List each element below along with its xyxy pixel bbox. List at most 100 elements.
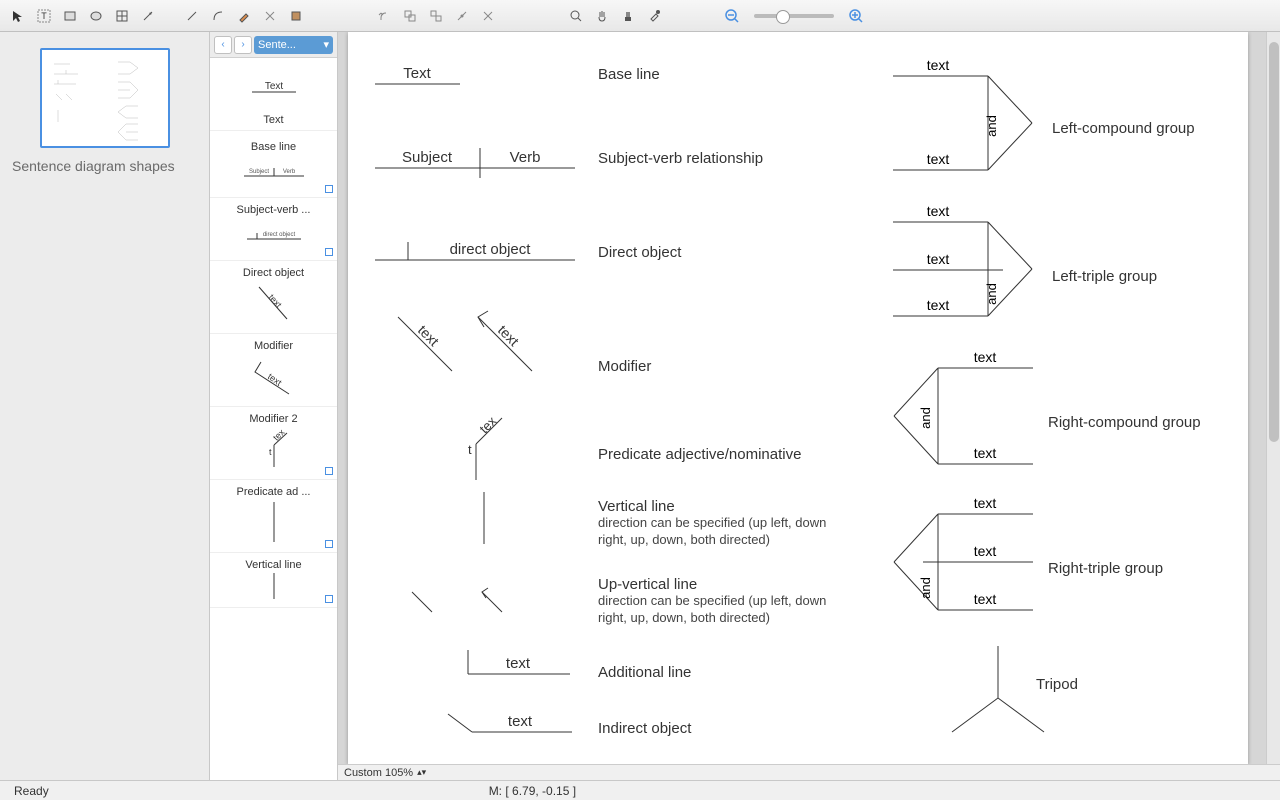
svg-text:text: text	[974, 591, 997, 607]
svg-text:text: text	[927, 151, 950, 167]
pen-tool[interactable]	[232, 4, 256, 28]
canvas-area: Text Base line SubjectVerb Subject-verb …	[338, 32, 1280, 780]
shape-righttriple[interactable]: text text text and	[888, 496, 1038, 636]
shape-indirect[interactable]: text	[442, 708, 582, 738]
zoom-out-icon[interactable]	[720, 4, 744, 28]
line-tool[interactable]	[180, 4, 204, 28]
status-bar: Ready M: [ 6.79, -0.15 ]	[0, 780, 1280, 800]
expand-icon	[325, 540, 333, 548]
svg-text:text: text	[265, 371, 283, 388]
svg-text:text: text	[508, 713, 533, 730]
page-title: Sentence diagram shapes	[8, 158, 201, 174]
svg-text:text: text	[927, 203, 950, 219]
stencil-item-vertical[interactable]: Vertical line	[210, 553, 337, 608]
label-rightcompound: Right-compound group	[1048, 414, 1201, 431]
stencil-header: ‹ › Sente... ▾	[210, 32, 337, 58]
label-lefttriple: Left-triple group	[1052, 268, 1157, 285]
label-indirect: Indirect object	[598, 720, 691, 737]
svg-text:text: text	[927, 57, 950, 73]
svg-text:tex: tex	[271, 427, 287, 443]
pan-tool[interactable]	[590, 4, 614, 28]
page-thumbnail[interactable]	[40, 48, 170, 148]
svg-text:t: t	[269, 447, 272, 457]
pages-panel: Sentence diagram shapes	[0, 32, 210, 780]
shape-subjectverb[interactable]: SubjectVerb	[370, 142, 580, 182]
ellipse-tool[interactable]	[84, 4, 108, 28]
shape-leftcompound[interactable]: text text and	[888, 56, 1038, 196]
svg-text:Text: Text	[264, 81, 283, 92]
shape-rightcompound[interactable]: text text and	[888, 348, 1038, 488]
undo-tool[interactable]	[372, 4, 396, 28]
stencil-item-modifier2[interactable]: Modifier 2 text	[210, 407, 337, 480]
svg-text:text: text	[927, 297, 950, 313]
stencil-item-directobject[interactable]: Direct object text	[210, 261, 337, 334]
align-tool[interactable]	[450, 4, 474, 28]
label-upvertical: Up-vertical line direction can be specif…	[598, 576, 838, 627]
stencil-selector-label: Sente...	[258, 39, 296, 51]
svg-text:Subject: Subject	[248, 169, 268, 175]
rect-tool[interactable]	[58, 4, 82, 28]
label-righttriple: Right-triple group	[1048, 560, 1163, 577]
select-tool[interactable]	[6, 4, 30, 28]
arrow-tool[interactable]	[136, 4, 160, 28]
svg-text:tex: tex	[476, 413, 499, 436]
label-directobject: Direct object	[598, 244, 681, 261]
stencil-next-button[interactable]: ›	[234, 36, 252, 54]
svg-text:text: text	[927, 251, 950, 267]
stencil-item-text[interactable]: Text Text	[210, 58, 337, 131]
shape-modifier[interactable]: text text	[388, 307, 568, 383]
svg-text:text: text	[415, 322, 442, 349]
svg-text:t: t	[468, 442, 472, 457]
shape-predicate[interactable]: text	[458, 410, 518, 486]
text-frame-tool[interactable]: T	[32, 4, 56, 28]
label-tripod: Tripod	[1036, 676, 1078, 693]
eyedropper-tool[interactable]	[642, 4, 666, 28]
zoom-level[interactable]: Custom 105%	[344, 767, 413, 779]
zoom-stepper-icon[interactable]: ▴▾	[417, 769, 426, 776]
table-tool[interactable]	[110, 4, 134, 28]
label-vertical: Vertical line direction can be specified…	[598, 498, 838, 549]
stencil-selector[interactable]: Sente... ▾	[254, 36, 333, 54]
svg-text:text: text	[974, 349, 997, 365]
dropdown-icon: ▾	[323, 38, 329, 51]
svg-text:text: text	[266, 292, 283, 310]
stencil-prev-button[interactable]: ‹	[214, 36, 232, 54]
shape-additional[interactable]: text	[460, 642, 580, 682]
shape-baseline[interactable]: Text	[370, 62, 550, 92]
zoom-tool[interactable]	[564, 4, 588, 28]
svg-text:Verb: Verb	[510, 149, 541, 166]
status-mouse: M: [ 6.79, -0.15 ]	[489, 784, 576, 798]
svg-text:text: text	[506, 655, 531, 672]
stencil-list: Text Text Base line SubjectVerb Subject-…	[210, 58, 337, 780]
group-tool[interactable]	[398, 4, 422, 28]
svg-text:Text: Text	[403, 65, 431, 82]
shape-directobject[interactable]: direct object	[370, 232, 580, 268]
shape-lefttriple[interactable]: text text text and	[888, 204, 1038, 344]
expand-icon	[325, 467, 333, 475]
label-modifier: Modifier	[598, 358, 651, 375]
svg-text:text: text	[974, 543, 997, 559]
stencil-item-subjectverb[interactable]: Subject-verb ... direct object	[210, 198, 337, 261]
zoom-slider[interactable]	[754, 14, 834, 18]
curve-tool[interactable]	[206, 4, 230, 28]
vertical-scrollbar[interactable]	[1266, 32, 1280, 764]
stencil-panel: ‹ › Sente... ▾ Text Text Base line Subje…	[210, 32, 338, 780]
svg-text:and: and	[918, 407, 933, 429]
svg-text:and: and	[984, 115, 999, 137]
crop-tool[interactable]	[284, 4, 308, 28]
ungroup-tool[interactable]	[424, 4, 448, 28]
label-predicate: Predicate adjective/nominative	[598, 446, 801, 463]
stencil-item-predicate[interactable]: Predicate ad ...	[210, 480, 337, 553]
connector-tool[interactable]	[258, 4, 282, 28]
stencil-item-modifier[interactable]: Modifier text	[210, 334, 337, 407]
distribute-tool[interactable]	[476, 4, 500, 28]
shape-vertical[interactable]	[474, 488, 494, 548]
canvas[interactable]: Text Base line SubjectVerb Subject-verb …	[348, 32, 1248, 764]
shape-upvertical[interactable]	[402, 584, 552, 618]
svg-text:Verb: Verb	[282, 169, 295, 175]
label-subjectverb: Subject-verb relationship	[598, 150, 763, 167]
stencil-item-baseline[interactable]: Base line SubjectVerb	[210, 131, 337, 198]
zoom-in-icon[interactable]	[844, 4, 868, 28]
stamp-tool[interactable]	[616, 4, 640, 28]
main: Sentence diagram shapes ‹ › Sente... ▾ T…	[0, 32, 1280, 780]
